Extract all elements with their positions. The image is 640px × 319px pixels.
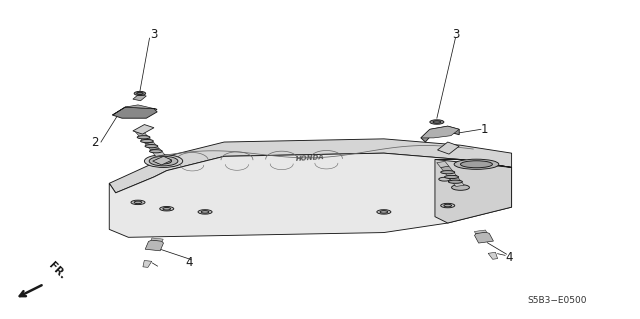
Ellipse shape	[377, 210, 391, 214]
Text: FR.: FR.	[47, 260, 67, 281]
Polygon shape	[435, 160, 511, 167]
Polygon shape	[452, 181, 464, 187]
Ellipse shape	[439, 177, 451, 181]
Polygon shape	[421, 126, 460, 138]
Polygon shape	[143, 261, 152, 267]
Ellipse shape	[452, 185, 469, 190]
Text: HONDA: HONDA	[296, 154, 325, 162]
Polygon shape	[421, 126, 460, 142]
Ellipse shape	[137, 92, 143, 94]
Ellipse shape	[430, 120, 444, 124]
Ellipse shape	[380, 211, 388, 213]
Polygon shape	[474, 230, 487, 234]
Ellipse shape	[160, 206, 173, 211]
Ellipse shape	[461, 161, 492, 168]
Text: 4: 4	[505, 250, 513, 263]
Ellipse shape	[134, 91, 146, 95]
Text: 3: 3	[150, 27, 157, 41]
Polygon shape	[133, 124, 154, 134]
Polygon shape	[436, 161, 449, 167]
Polygon shape	[145, 240, 163, 251]
Ellipse shape	[449, 180, 463, 183]
Polygon shape	[444, 171, 456, 177]
Ellipse shape	[444, 204, 452, 207]
Ellipse shape	[433, 121, 441, 123]
Polygon shape	[150, 148, 165, 156]
Text: 2: 2	[92, 136, 99, 149]
Ellipse shape	[201, 211, 209, 213]
Polygon shape	[149, 242, 162, 245]
Polygon shape	[476, 234, 489, 238]
Polygon shape	[109, 139, 511, 193]
Polygon shape	[133, 94, 147, 101]
Polygon shape	[145, 142, 159, 150]
Text: S5B3−E0500: S5B3−E0500	[528, 296, 588, 305]
Ellipse shape	[156, 158, 172, 164]
Ellipse shape	[163, 207, 171, 210]
Polygon shape	[134, 129, 147, 137]
Polygon shape	[109, 153, 511, 237]
Polygon shape	[140, 136, 153, 144]
Ellipse shape	[137, 136, 150, 139]
Polygon shape	[478, 237, 491, 241]
Ellipse shape	[145, 145, 158, 148]
Ellipse shape	[445, 175, 459, 179]
Polygon shape	[438, 142, 460, 154]
Ellipse shape	[131, 200, 145, 204]
Text: 3: 3	[452, 27, 459, 41]
Text: 4: 4	[186, 256, 193, 269]
Polygon shape	[113, 107, 157, 118]
Text: 1: 1	[481, 123, 488, 136]
Ellipse shape	[145, 155, 182, 167]
Polygon shape	[448, 176, 460, 182]
Polygon shape	[474, 232, 493, 243]
Polygon shape	[488, 252, 497, 259]
Ellipse shape	[454, 159, 499, 169]
Polygon shape	[151, 238, 163, 241]
Ellipse shape	[150, 150, 163, 153]
Ellipse shape	[134, 201, 142, 204]
Polygon shape	[153, 156, 172, 165]
Polygon shape	[113, 105, 157, 115]
Ellipse shape	[198, 210, 212, 214]
Ellipse shape	[149, 156, 178, 166]
Polygon shape	[148, 245, 160, 249]
Polygon shape	[440, 166, 452, 172]
Polygon shape	[435, 160, 511, 223]
Ellipse shape	[441, 171, 455, 174]
Ellipse shape	[141, 139, 154, 143]
Ellipse shape	[441, 203, 455, 208]
